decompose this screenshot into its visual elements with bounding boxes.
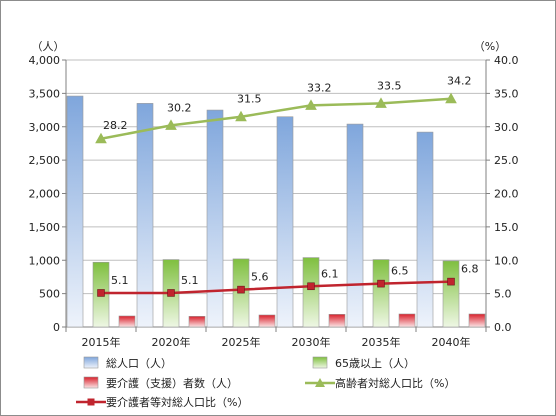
line-marker-square	[447, 277, 455, 286]
data-label: 30.2	[167, 101, 192, 114]
x-tick-label: 2015年	[82, 335, 121, 349]
legend-label: 65歳以上（人）	[335, 357, 415, 370]
data-label: 33.5	[377, 79, 402, 92]
y-left-tick-label: 3,000	[29, 121, 61, 134]
line-series-2	[101, 280, 452, 295]
data-label: 5.6	[251, 271, 269, 284]
data-label: 31.5	[237, 93, 262, 106]
legend-marker-triangle	[315, 378, 325, 387]
bar-3	[258, 314, 276, 328]
y-right-tick-label: 25.0	[494, 154, 519, 167]
bar-1	[416, 131, 434, 328]
bar-1	[206, 109, 224, 328]
y-right-tick-label: 35.0	[494, 87, 519, 100]
line-marker-square	[237, 285, 245, 294]
line-series-1	[100, 97, 452, 140]
legend-swatch-bar	[83, 376, 99, 389]
bar-3	[468, 313, 486, 328]
y-left-tick-label: 4,000	[29, 54, 61, 67]
y-right-tick-label: 10.0	[494, 254, 519, 267]
line-marker-square	[97, 289, 105, 297]
line-marker-triangle	[445, 92, 457, 104]
line-marker-square	[307, 282, 315, 291]
y-right-tick-label: 15.0	[494, 221, 519, 234]
line-marker-triangle	[235, 110, 247, 122]
line-marker-triangle	[95, 132, 107, 144]
bar-2	[302, 257, 320, 328]
legend-swatch-bar	[83, 356, 99, 369]
legend-label: 総人口（人）	[106, 356, 172, 370]
x-tick-label: 2035年	[362, 335, 401, 349]
y-right-unit-label: （%）	[474, 40, 506, 53]
x-tick-label: 2020年	[152, 335, 191, 349]
x-tick-label: 2030年	[292, 335, 331, 349]
y-right-tick-label: 30.0	[494, 121, 519, 134]
y-right-tick-label: 20.0	[494, 188, 519, 201]
y-left-tick-label: 2,000	[29, 188, 61, 201]
y-left-tick-label: 1,500	[29, 221, 61, 234]
legend-label: 要介護者等対総人口比（%）	[106, 395, 248, 409]
data-label: 6.8	[461, 263, 479, 276]
y-left-tick-label: 1,000	[29, 254, 61, 267]
bar-2	[442, 260, 460, 328]
line-marker-triangle	[305, 99, 317, 110]
bar-1	[66, 95, 84, 328]
bar-2	[372, 259, 390, 328]
bar-3	[328, 314, 346, 328]
y-left-tick-label: 0	[53, 321, 60, 334]
y-left-unit-label: （人）	[32, 40, 65, 53]
y-left-tick-label: 2,500	[29, 154, 61, 167]
bar-3	[188, 316, 206, 328]
y-right-tick-label: 5.0	[494, 288, 512, 301]
legend-marker-square	[87, 398, 95, 406]
bar-1	[346, 123, 364, 328]
bar-3	[118, 315, 136, 328]
bar-1	[136, 103, 154, 328]
data-label: 28.2	[103, 119, 128, 132]
x-tick-label: 2040年	[432, 335, 471, 349]
data-label: 5.1	[111, 274, 129, 287]
line-marker-square	[377, 279, 385, 288]
data-label: 33.2	[307, 81, 332, 94]
legend-swatch-bar	[312, 356, 328, 369]
y-right-tick-label: 40.0	[494, 54, 519, 67]
data-label: 6.5	[391, 265, 409, 278]
data-label: 6.1	[321, 267, 339, 280]
y-left-tick-label: 500	[39, 288, 60, 301]
y-right-tick-label: 0.0	[494, 321, 512, 334]
y-left-tick-label: 3,500	[29, 87, 61, 100]
x-tick-label: 2025年	[222, 335, 261, 349]
legend-label: 高齢者対総人口比（%）	[335, 376, 455, 390]
data-label: 5.1	[181, 274, 199, 287]
line-marker-square	[167, 289, 175, 297]
bar-3	[398, 313, 416, 328]
line-marker-triangle	[165, 119, 177, 130]
data-label: 34.2	[447, 75, 472, 88]
legend-label: 要介護（支援）者数（人）	[106, 376, 238, 390]
bar-1	[276, 116, 294, 328]
line-marker-triangle	[375, 97, 387, 108]
